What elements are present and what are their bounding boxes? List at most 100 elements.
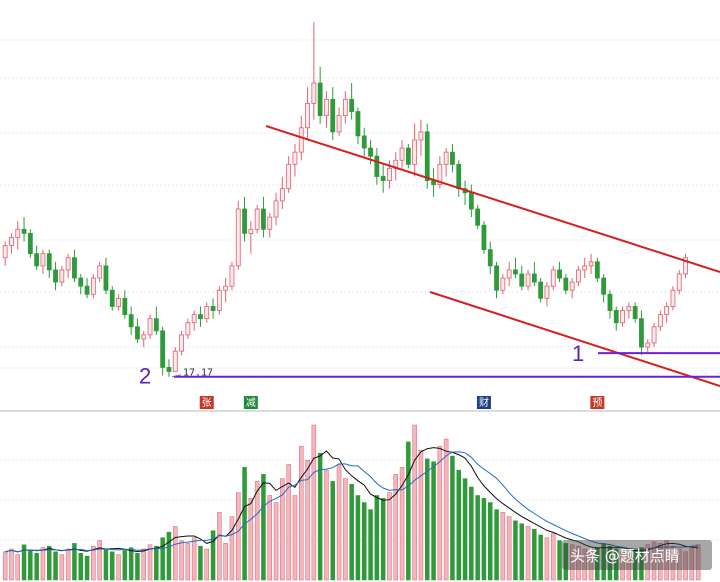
volume-bar xyxy=(317,452,323,581)
candle-body xyxy=(292,151,298,165)
candle-body xyxy=(620,310,625,324)
volume-bar xyxy=(204,548,209,581)
candle-body xyxy=(90,277,96,295)
volume-bar xyxy=(65,548,71,581)
volume-bar xyxy=(500,512,506,581)
candle-body xyxy=(487,249,493,267)
candle-body xyxy=(349,98,355,112)
candle-body xyxy=(15,228,21,238)
candle-body xyxy=(424,131,430,181)
volume-bar xyxy=(179,540,184,581)
candle-body xyxy=(380,176,386,181)
volume-bar xyxy=(267,495,272,581)
volume-bar xyxy=(569,544,575,581)
volume-bar xyxy=(34,552,39,581)
candle-body xyxy=(582,265,588,271)
candle-body xyxy=(657,314,663,328)
volume-bar xyxy=(670,545,676,581)
candle-body xyxy=(267,216,273,230)
candle-body xyxy=(475,208,481,226)
volume-bar xyxy=(154,545,159,581)
volume-bar xyxy=(443,438,449,581)
volume-bar xyxy=(198,545,203,581)
volume-bar xyxy=(97,540,102,581)
volume-bar xyxy=(336,464,342,581)
volume-bar xyxy=(47,545,52,581)
candle-body xyxy=(387,167,392,181)
volume-bar xyxy=(110,551,115,581)
volume-bar xyxy=(645,544,650,581)
event-markers: 张减财预 xyxy=(199,396,605,409)
candle-body xyxy=(2,245,8,259)
volume-bar xyxy=(380,498,386,581)
volume-bar xyxy=(15,554,20,581)
volume-bar xyxy=(488,502,493,581)
candlestick-series xyxy=(2,22,688,377)
event-marker-label: 张 xyxy=(202,397,212,409)
volume-bar xyxy=(677,548,682,581)
candle-body xyxy=(147,318,153,336)
candle-body xyxy=(588,261,594,267)
candle-body xyxy=(78,277,84,287)
candle-body xyxy=(494,265,499,291)
watermark-text: 头条 @题材点睛 xyxy=(570,547,680,565)
volume-bar xyxy=(475,495,480,581)
volume-bar xyxy=(557,540,562,581)
volume-bar xyxy=(166,531,172,581)
volume-bar xyxy=(236,492,241,581)
volume-bar xyxy=(292,495,298,581)
candle-body xyxy=(109,289,115,307)
candle-body xyxy=(683,257,688,275)
candle-body xyxy=(607,293,613,311)
candle-body xyxy=(311,82,317,104)
volume-bar xyxy=(122,550,128,581)
candle-body xyxy=(405,147,411,165)
volume-bar xyxy=(651,541,657,581)
candle-body xyxy=(569,281,575,291)
candle-body xyxy=(342,98,348,116)
volume-bar xyxy=(431,461,436,581)
candle-body xyxy=(97,265,103,279)
volume-bar xyxy=(324,469,329,581)
candle-body xyxy=(116,297,121,307)
candle-body xyxy=(216,289,222,311)
volume-bar xyxy=(576,545,581,581)
volume-bar xyxy=(40,547,46,581)
candle-body xyxy=(519,273,525,287)
level-label-1: 1 xyxy=(572,341,584,366)
volume-bar xyxy=(399,467,405,581)
volume-bar xyxy=(544,537,550,581)
volume-bars xyxy=(2,424,701,581)
candle-body xyxy=(613,310,619,324)
volume-bar xyxy=(695,544,701,581)
candle-body xyxy=(443,151,449,165)
candle-body xyxy=(242,208,247,234)
volume-bar xyxy=(147,544,153,581)
volume-bar xyxy=(494,509,499,581)
volume-ma-line xyxy=(5,447,699,553)
volume-bar xyxy=(91,545,96,581)
volume-bar xyxy=(664,540,669,581)
volume-bar xyxy=(456,469,461,581)
candle-body xyxy=(544,285,550,299)
candle-body xyxy=(336,115,342,133)
candle-body xyxy=(46,253,52,271)
event-marker-label: 财 xyxy=(479,396,489,409)
volume-bar xyxy=(450,455,455,581)
volume-bar xyxy=(273,502,279,581)
candle-body xyxy=(563,277,569,291)
candle-body xyxy=(204,306,210,320)
volume-bar xyxy=(160,537,165,581)
candle-body xyxy=(229,265,235,287)
volume-bar xyxy=(620,551,625,581)
volume-bar xyxy=(551,533,556,581)
volume-bar xyxy=(311,424,317,581)
volume-bar xyxy=(349,483,354,581)
volume-bar xyxy=(355,495,361,581)
volume-bar xyxy=(217,512,222,581)
candle-body xyxy=(500,277,506,291)
candle-body xyxy=(279,188,285,202)
volume-bar xyxy=(299,445,304,581)
volume-bar xyxy=(368,509,373,581)
candle-body xyxy=(122,297,128,315)
